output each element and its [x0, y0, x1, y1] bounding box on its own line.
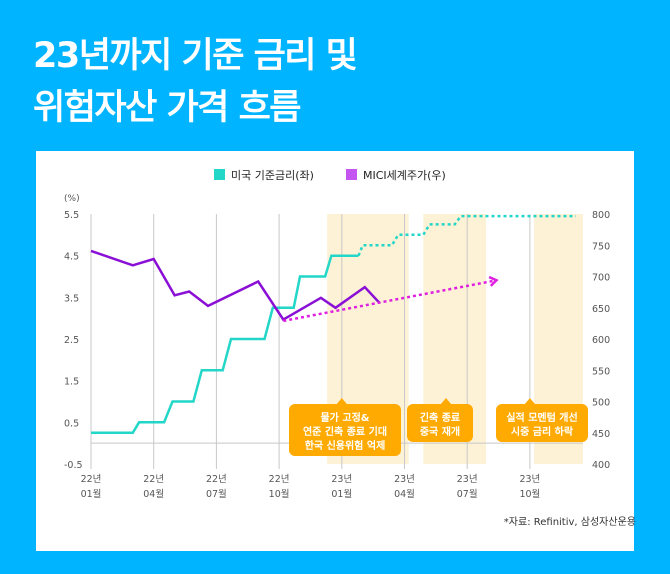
x-axis-tick-year: 23년: [331, 474, 352, 485]
title-line-1: 23년까지 기준 금리 및: [33, 36, 358, 76]
left-axis-tick: 5.5: [64, 210, 79, 221]
annotation-text: 실적 모멘텀 개선: [506, 411, 577, 424]
x-axis-tick-year: 22년: [81, 474, 102, 485]
chart-card: 물가 고정& 연준 긴축 종료 기대 한국 신용위험 억제 긴축 종료 중국 재개 실적 …: [36, 151, 634, 551]
right-axis-tick: 500: [592, 398, 610, 409]
right-axis-tick: 600: [592, 335, 610, 346]
rate-line: [91, 254, 359, 435]
right-axis-tick: 700: [592, 273, 610, 284]
x-axis-tick-month: 01월: [81, 488, 102, 500]
right-axis-tick: 800: [592, 210, 610, 221]
annotation-text: 연준 긴축 종료 기대: [303, 425, 387, 438]
annotation-text: 긴축 종료: [420, 411, 460, 424]
page-title: 23년까지 기준 금리 및 위험자산 가격 흐름: [33, 30, 358, 134]
annotation-box: [496, 404, 588, 442]
legend-swatch-rate: [214, 169, 225, 180]
right-axis-tick: 400: [592, 460, 610, 471]
legend-label-rate: 미국 기준금리(좌): [231, 169, 314, 182]
left-axis-tick: 3.5: [64, 293, 79, 304]
stock-trend-arrow: [283, 279, 497, 323]
right-axis-tick: 550: [592, 366, 610, 377]
x-axis-tick-year: 23년: [457, 474, 478, 485]
stock-line: [90, 249, 381, 322]
source-note: *자료: Refinitiv, 삼성자산운용: [503, 517, 636, 528]
annotation-box: [407, 404, 473, 442]
x-axis-tick-year: 22년: [206, 474, 227, 485]
x-axis-tick-month: 10월: [269, 488, 290, 500]
x-axis-tick-year: 22년: [269, 474, 290, 485]
right-axis-tick: 450: [592, 429, 610, 440]
rate-forecast-line: [357, 214, 576, 257]
right-axis-tick: 750: [592, 241, 610, 252]
x-axis-tick-year: 23년: [519, 474, 540, 485]
title-line-2: 위험자산 가격 흐름: [33, 88, 301, 128]
annotation-pointer: [336, 398, 347, 404]
right-axis-tick: 650: [592, 304, 610, 315]
left-axis-tick: 2.5: [64, 335, 79, 346]
annotation-text: 물가 고정&: [320, 411, 369, 424]
left-axis-tick: 4.5: [64, 252, 79, 263]
left-axis-tick: -0.5: [64, 460, 83, 471]
x-axis-tick-month: 04월: [394, 488, 415, 500]
left-axis-tick: 0.5: [64, 418, 79, 429]
annotation-pointer: [441, 398, 451, 404]
legend-swatch-stock: [346, 169, 357, 180]
x-axis-tick-year: 22년: [143, 474, 164, 485]
left-axis-unit: (%): [64, 194, 80, 204]
x-axis-tick-month: 07월: [206, 488, 227, 500]
arrow-head: [488, 275, 499, 287]
x-axis-tick-month: 01월: [331, 488, 352, 500]
annotation-text: 중국 재개: [420, 425, 460, 438]
annotation-pointer: [524, 398, 535, 404]
legend-label-stock: MICI세계주가(우): [363, 169, 446, 182]
annotation-box: [289, 404, 401, 456]
annotation-text: 시중 금리 하락: [511, 425, 574, 438]
annotation-text: 한국 신용위험 억제: [305, 439, 386, 452]
x-axis-tick-month: 10월: [519, 488, 540, 500]
x-axis-tick-month: 04월: [143, 488, 164, 500]
x-axis-tick-year: 23년: [394, 474, 415, 485]
x-axis-tick-month: 07월: [457, 488, 478, 500]
left-axis-tick: 1.5: [64, 377, 79, 388]
